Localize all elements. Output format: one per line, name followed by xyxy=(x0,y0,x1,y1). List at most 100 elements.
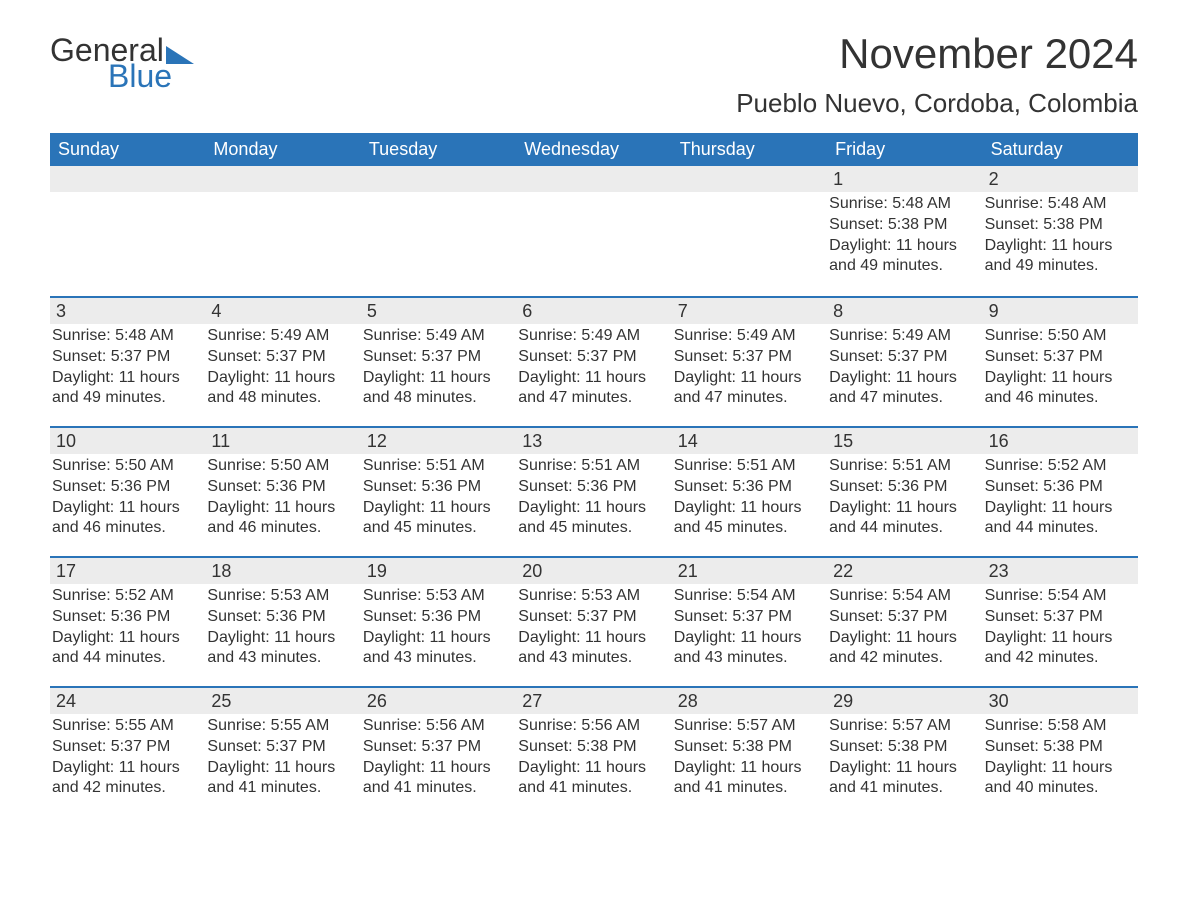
day-details: Sunrise: 5:50 AMSunset: 5:37 PMDaylight:… xyxy=(983,324,1138,411)
day-number xyxy=(205,166,360,192)
day-details: Sunrise: 5:54 AMSunset: 5:37 PMDaylight:… xyxy=(672,584,827,671)
calendar-cell: 8Sunrise: 5:49 AMSunset: 5:37 PMDaylight… xyxy=(827,296,982,426)
day-details: Sunrise: 5:53 AMSunset: 5:36 PMDaylight:… xyxy=(205,584,360,671)
daylight-text: Daylight: 11 hours and 44 minutes. xyxy=(52,628,201,670)
daylight-text: Daylight: 11 hours and 45 minutes. xyxy=(363,498,512,540)
sunset-text: Sunset: 5:36 PM xyxy=(207,477,356,498)
daylight-text: Daylight: 11 hours and 41 minutes. xyxy=(207,758,356,800)
calendar-cell: 29Sunrise: 5:57 AMSunset: 5:38 PMDayligh… xyxy=(827,686,982,816)
sunset-text: Sunset: 5:36 PM xyxy=(518,477,667,498)
calendar-cell: 16Sunrise: 5:52 AMSunset: 5:36 PMDayligh… xyxy=(983,426,1138,556)
day-number: 15 xyxy=(827,428,982,454)
day-details: Sunrise: 5:49 AMSunset: 5:37 PMDaylight:… xyxy=(516,324,671,411)
sunrise-text: Sunrise: 5:51 AM xyxy=(363,456,512,477)
day-number: 1 xyxy=(827,166,982,192)
daylight-text: Daylight: 11 hours and 47 minutes. xyxy=(829,368,978,410)
sunset-text: Sunset: 5:36 PM xyxy=(829,477,978,498)
day-number: 13 xyxy=(516,428,671,454)
day-details: Sunrise: 5:50 AMSunset: 5:36 PMDaylight:… xyxy=(50,454,205,541)
sunset-text: Sunset: 5:37 PM xyxy=(518,347,667,368)
sunrise-text: Sunrise: 5:54 AM xyxy=(985,586,1134,607)
day-number: 30 xyxy=(983,688,1138,714)
day-details: Sunrise: 5:49 AMSunset: 5:37 PMDaylight:… xyxy=(672,324,827,411)
day-number xyxy=(50,166,205,192)
sunset-text: Sunset: 5:36 PM xyxy=(674,477,823,498)
sunset-text: Sunset: 5:37 PM xyxy=(674,347,823,368)
sunrise-text: Sunrise: 5:58 AM xyxy=(985,716,1134,737)
daylight-text: Daylight: 11 hours and 47 minutes. xyxy=(674,368,823,410)
daylight-text: Daylight: 11 hours and 43 minutes. xyxy=(518,628,667,670)
day-number: 3 xyxy=(50,298,205,324)
day-number xyxy=(361,166,516,192)
day-details: Sunrise: 5:57 AMSunset: 5:38 PMDaylight:… xyxy=(827,714,982,801)
sunrise-text: Sunrise: 5:51 AM xyxy=(829,456,978,477)
daylight-text: Daylight: 11 hours and 44 minutes. xyxy=(985,498,1134,540)
sunset-text: Sunset: 5:37 PM xyxy=(518,607,667,628)
day-number: 8 xyxy=(827,298,982,324)
dow-header: Sunday xyxy=(50,133,205,166)
sunset-text: Sunset: 5:38 PM xyxy=(985,215,1134,236)
logo-text-blue: Blue xyxy=(108,60,194,92)
daylight-text: Daylight: 11 hours and 48 minutes. xyxy=(363,368,512,410)
calendar-cell: 4Sunrise: 5:49 AMSunset: 5:37 PMDaylight… xyxy=(205,296,360,426)
daylight-text: Daylight: 11 hours and 49 minutes. xyxy=(829,236,978,278)
calendar-cell: 10Sunrise: 5:50 AMSunset: 5:36 PMDayligh… xyxy=(50,426,205,556)
sunrise-text: Sunrise: 5:54 AM xyxy=(829,586,978,607)
title-block: November 2024 Pueblo Nuevo, Cordoba, Col… xyxy=(736,30,1138,119)
daylight-text: Daylight: 11 hours and 40 minutes. xyxy=(985,758,1134,800)
dow-header: Friday xyxy=(827,133,982,166)
day-number: 22 xyxy=(827,558,982,584)
sunrise-text: Sunrise: 5:57 AM xyxy=(674,716,823,737)
day-number: 11 xyxy=(205,428,360,454)
day-number: 18 xyxy=(205,558,360,584)
dow-header: Tuesday xyxy=(361,133,516,166)
day-details: Sunrise: 5:48 AMSunset: 5:38 PMDaylight:… xyxy=(827,192,982,279)
daylight-text: Daylight: 11 hours and 46 minutes. xyxy=(985,368,1134,410)
sunrise-text: Sunrise: 5:56 AM xyxy=(363,716,512,737)
sunrise-text: Sunrise: 5:49 AM xyxy=(207,326,356,347)
daylight-text: Daylight: 11 hours and 45 minutes. xyxy=(518,498,667,540)
day-details: Sunrise: 5:55 AMSunset: 5:37 PMDaylight:… xyxy=(205,714,360,801)
sunrise-text: Sunrise: 5:50 AM xyxy=(207,456,356,477)
day-details: Sunrise: 5:58 AMSunset: 5:38 PMDaylight:… xyxy=(983,714,1138,801)
day-number: 24 xyxy=(50,688,205,714)
sunset-text: Sunset: 5:36 PM xyxy=(985,477,1134,498)
day-number: 7 xyxy=(672,298,827,324)
calendar-cell: 7Sunrise: 5:49 AMSunset: 5:37 PMDaylight… xyxy=(672,296,827,426)
sunrise-text: Sunrise: 5:50 AM xyxy=(985,326,1134,347)
day-number xyxy=(672,166,827,192)
calendar-cell: 17Sunrise: 5:52 AMSunset: 5:36 PMDayligh… xyxy=(50,556,205,686)
sunset-text: Sunset: 5:36 PM xyxy=(363,607,512,628)
calendar-cell: 22Sunrise: 5:54 AMSunset: 5:37 PMDayligh… xyxy=(827,556,982,686)
dow-header: Saturday xyxy=(983,133,1138,166)
day-details: Sunrise: 5:48 AMSunset: 5:37 PMDaylight:… xyxy=(50,324,205,411)
sunset-text: Sunset: 5:37 PM xyxy=(674,607,823,628)
daylight-text: Daylight: 11 hours and 42 minutes. xyxy=(52,758,201,800)
sunset-text: Sunset: 5:37 PM xyxy=(363,737,512,758)
daylight-text: Daylight: 11 hours and 41 minutes. xyxy=(518,758,667,800)
logo: General Blue xyxy=(50,34,194,92)
day-details: Sunrise: 5:51 AMSunset: 5:36 PMDaylight:… xyxy=(516,454,671,541)
sunrise-text: Sunrise: 5:49 AM xyxy=(363,326,512,347)
day-number: 21 xyxy=(672,558,827,584)
calendar-cell xyxy=(516,166,671,296)
sunset-text: Sunset: 5:37 PM xyxy=(985,347,1134,368)
daylight-text: Daylight: 11 hours and 41 minutes. xyxy=(674,758,823,800)
daylight-text: Daylight: 11 hours and 45 minutes. xyxy=(674,498,823,540)
day-details: Sunrise: 5:51 AMSunset: 5:36 PMDaylight:… xyxy=(672,454,827,541)
day-details: Sunrise: 5:51 AMSunset: 5:36 PMDaylight:… xyxy=(361,454,516,541)
day-number: 27 xyxy=(516,688,671,714)
daylight-text: Daylight: 11 hours and 48 minutes. xyxy=(207,368,356,410)
calendar-cell: 11Sunrise: 5:50 AMSunset: 5:36 PMDayligh… xyxy=(205,426,360,556)
sunrise-text: Sunrise: 5:55 AM xyxy=(207,716,356,737)
sunset-text: Sunset: 5:37 PM xyxy=(829,347,978,368)
day-details: Sunrise: 5:56 AMSunset: 5:37 PMDaylight:… xyxy=(361,714,516,801)
sunrise-text: Sunrise: 5:57 AM xyxy=(829,716,978,737)
calendar-cell: 15Sunrise: 5:51 AMSunset: 5:36 PMDayligh… xyxy=(827,426,982,556)
calendar-cell: 20Sunrise: 5:53 AMSunset: 5:37 PMDayligh… xyxy=(516,556,671,686)
day-details: Sunrise: 5:54 AMSunset: 5:37 PMDaylight:… xyxy=(983,584,1138,671)
sunset-text: Sunset: 5:36 PM xyxy=(207,607,356,628)
calendar-cell: 18Sunrise: 5:53 AMSunset: 5:36 PMDayligh… xyxy=(205,556,360,686)
location: Pueblo Nuevo, Cordoba, Colombia xyxy=(736,88,1138,119)
daylight-text: Daylight: 11 hours and 43 minutes. xyxy=(674,628,823,670)
